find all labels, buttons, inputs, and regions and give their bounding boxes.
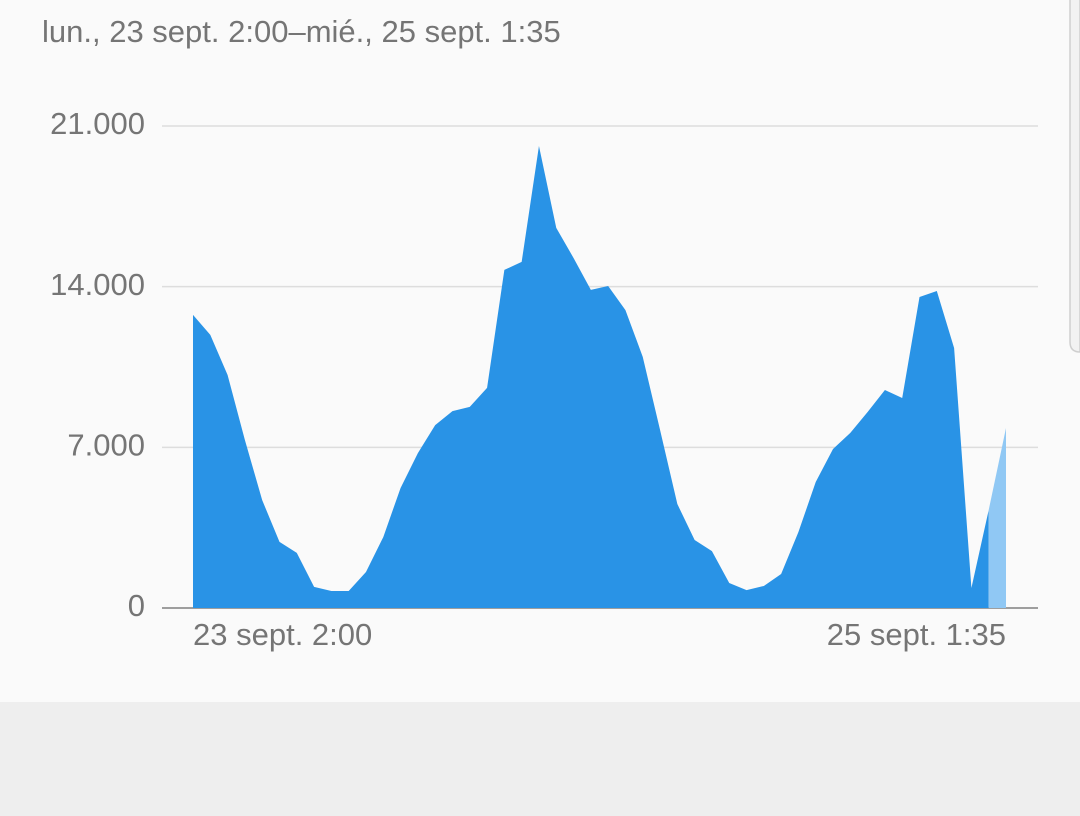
area [193,145,989,608]
y-tick-label: 14.000 [50,267,145,302]
y-tick-label: 7.000 [67,428,145,463]
x-tick-label: 25 sept. 1:35 [827,617,1006,652]
subtitle: lun., 23 sept. 2:00–mié., 25 sept. 1:35 [42,14,561,49]
scrollbar[interactable] [1069,0,1080,353]
partial-area [988,428,1006,608]
y-tick-label: 21.000 [50,106,145,141]
x-tick-label: 23 sept. 2:00 [193,617,372,652]
y-tick-label: 0 [128,588,145,623]
background [0,702,1080,816]
